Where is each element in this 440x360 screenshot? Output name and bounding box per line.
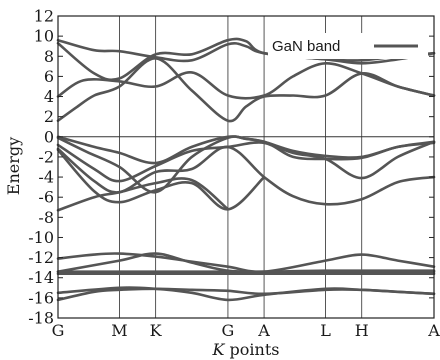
band-line-9 [56, 148, 266, 211]
y-tick-label: -16 [28, 288, 54, 307]
y-tick-label: -2 [38, 147, 54, 166]
y-tick-label: 6 [44, 67, 54, 86]
x-tick-label: G [222, 321, 235, 340]
legend: GaN band [268, 33, 428, 59]
y-tick-label: 12 [34, 7, 54, 26]
band-line-1 [56, 57, 436, 123]
y-tick-label: -10 [28, 228, 54, 247]
x-tick-label: K [150, 321, 163, 340]
y-tick-label: -4 [38, 168, 54, 187]
x-tick-label: A [257, 321, 270, 340]
y-tick-label: -14 [28, 268, 54, 287]
y-tick-label: -6 [38, 188, 54, 207]
x-axis-title-rest: points [224, 340, 279, 359]
y-tick-label: 8 [44, 47, 54, 66]
x-tick-label: G [52, 321, 65, 340]
y-tick-label: -8 [38, 208, 54, 227]
y-tick-label: -18 [28, 309, 54, 328]
y-tick-label: 0 [44, 127, 54, 146]
band-line-2 [56, 61, 436, 100]
band-line-3 [56, 37, 436, 82]
y-axis-title: Energy [4, 137, 23, 195]
series-layer [56, 37, 436, 302]
band-line-16 [56, 287, 436, 302]
legend-label: GaN band [272, 38, 340, 55]
x-tick-label: M [111, 321, 127, 340]
x-tick-label: L [320, 321, 331, 340]
y-tick-label: 10 [34, 27, 54, 46]
x-tick-label: A [427, 321, 440, 340]
y-tick-label: 2 [44, 107, 54, 126]
band-line-4 [56, 38, 436, 63]
band-line-6 [56, 135, 436, 194]
plot-frame [57, 15, 435, 319]
band-line-10 [56, 177, 230, 212]
y-tick-label: 4 [44, 87, 54, 106]
band-line-7 [56, 141, 436, 183]
y-tick-label: -12 [28, 248, 54, 267]
band-line-11 [56, 252, 436, 274]
x-axis-title-italic: K [212, 340, 226, 359]
x-axis-title: K points [212, 340, 280, 359]
x-tick-label: H [355, 321, 369, 340]
grid-layer [58, 16, 434, 318]
